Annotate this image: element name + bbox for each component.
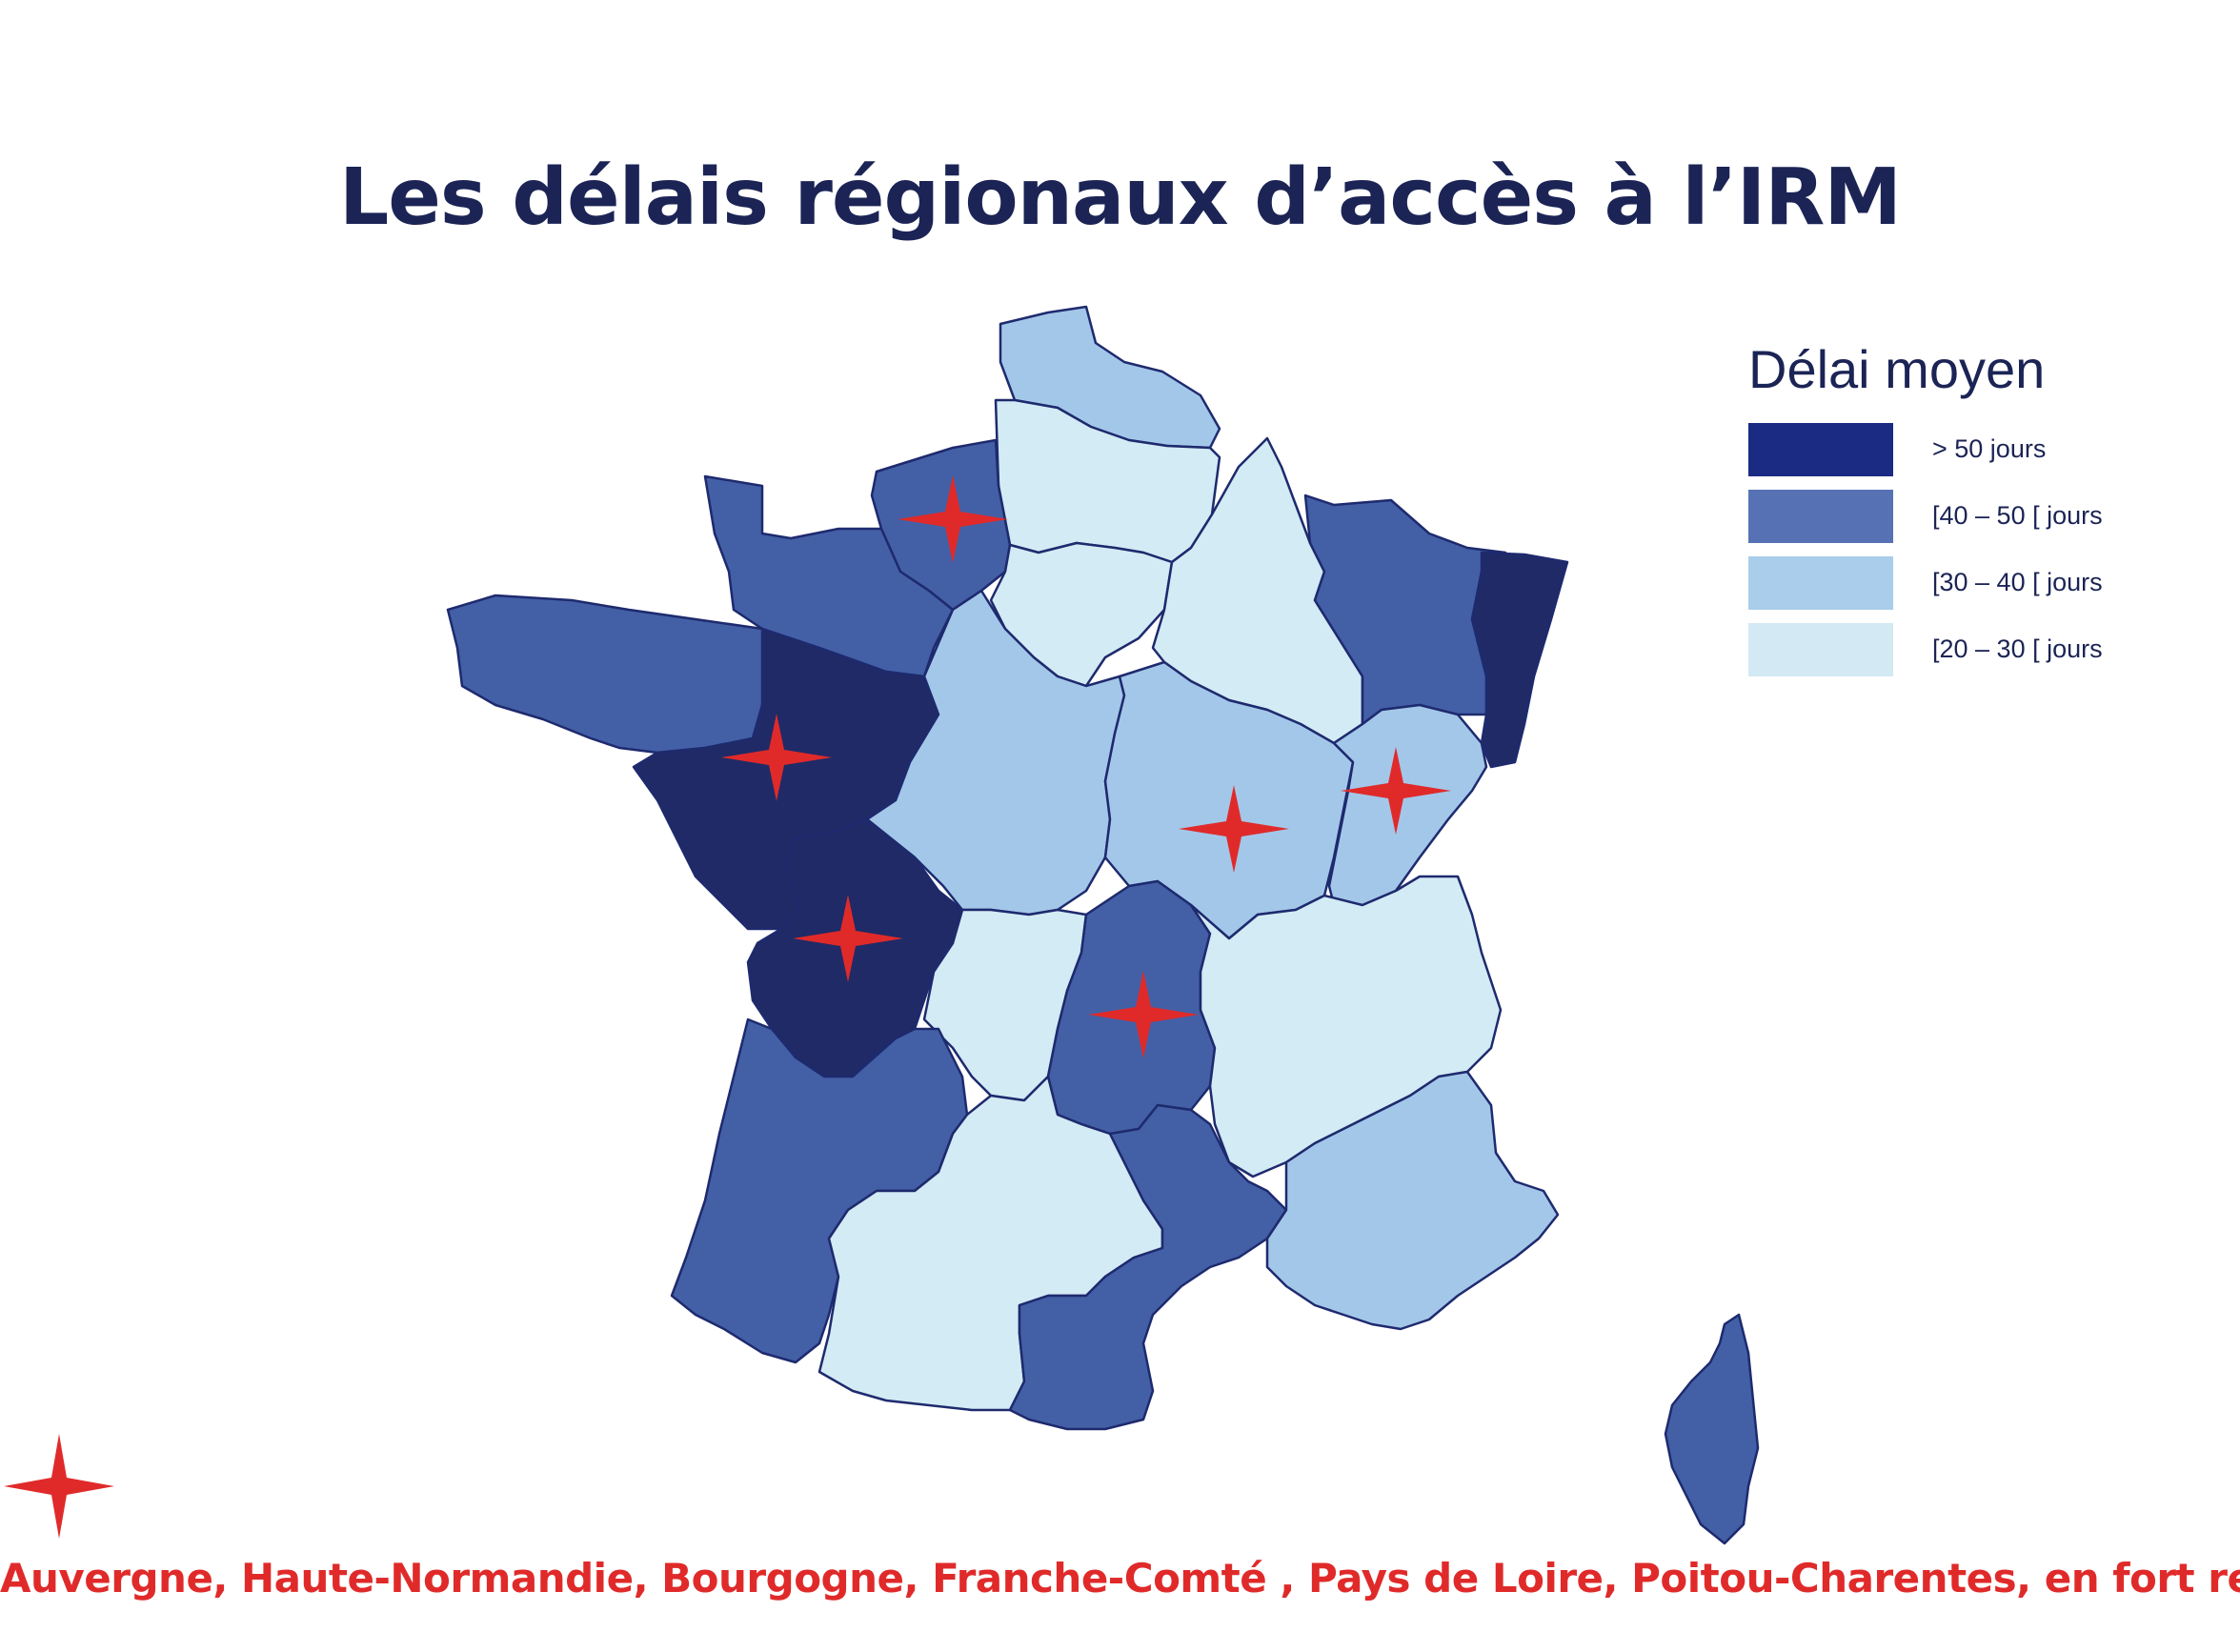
legend-label: [20 – 30 [ jours [1932, 635, 2103, 663]
region-alsace[interactable] [1470, 551, 1569, 769]
legend-item: [40 – 50 [ jours [1748, 490, 2103, 556]
region-lorraine[interactable] [1303, 494, 1507, 726]
region-ile-de-france[interactable] [989, 541, 1174, 688]
red-star-icon [1179, 785, 1289, 873]
footer-note: Auvergne, Haute-Normandie, Bourgogne, Fr… [0, 1555, 2240, 1602]
legend-swatch [1748, 556, 1893, 610]
region-corse[interactable] [1664, 1313, 1760, 1545]
legend-label: [40 – 50 [ jours [1932, 501, 2103, 530]
red-star-icon [1341, 747, 1451, 835]
legend-swatch [1748, 423, 1893, 476]
legend-item: [20 – 30 [ jours [1748, 623, 2103, 690]
legend-item: [30 – 40 [ jours [1748, 556, 2103, 623]
region-bretagne[interactable] [446, 594, 769, 755]
legend-red-star-icon [4, 1434, 114, 1539]
legend-swatch [1748, 490, 1893, 543]
red-star-icon [898, 475, 1008, 563]
region-basse-normandie[interactable] [703, 474, 955, 678]
legend-title: Délai moyen [1748, 339, 2046, 399]
page-title: Les délais régionaux d’accès à l’IRM [339, 152, 1902, 243]
legend-label: [30 – 40 [ jours [1932, 568, 2103, 596]
red-star-icon [1088, 971, 1199, 1058]
red-star-icon [793, 895, 903, 982]
legend-item: > 50 jours [1748, 423, 2047, 490]
legend-swatch [1748, 623, 1893, 676]
region-languedoc-roussillon[interactable] [1008, 1103, 1288, 1431]
red-star-icon [721, 714, 832, 801]
region-centre[interactable] [865, 589, 1126, 917]
legend: Délai moyen > 50 jours [40 – 50 [ jours … [1748, 338, 2103, 690]
region-paca[interactable] [1265, 1070, 1560, 1331]
region-franche-comte[interactable] [1327, 703, 1488, 907]
legend-label: > 50 jours [1932, 434, 2047, 463]
